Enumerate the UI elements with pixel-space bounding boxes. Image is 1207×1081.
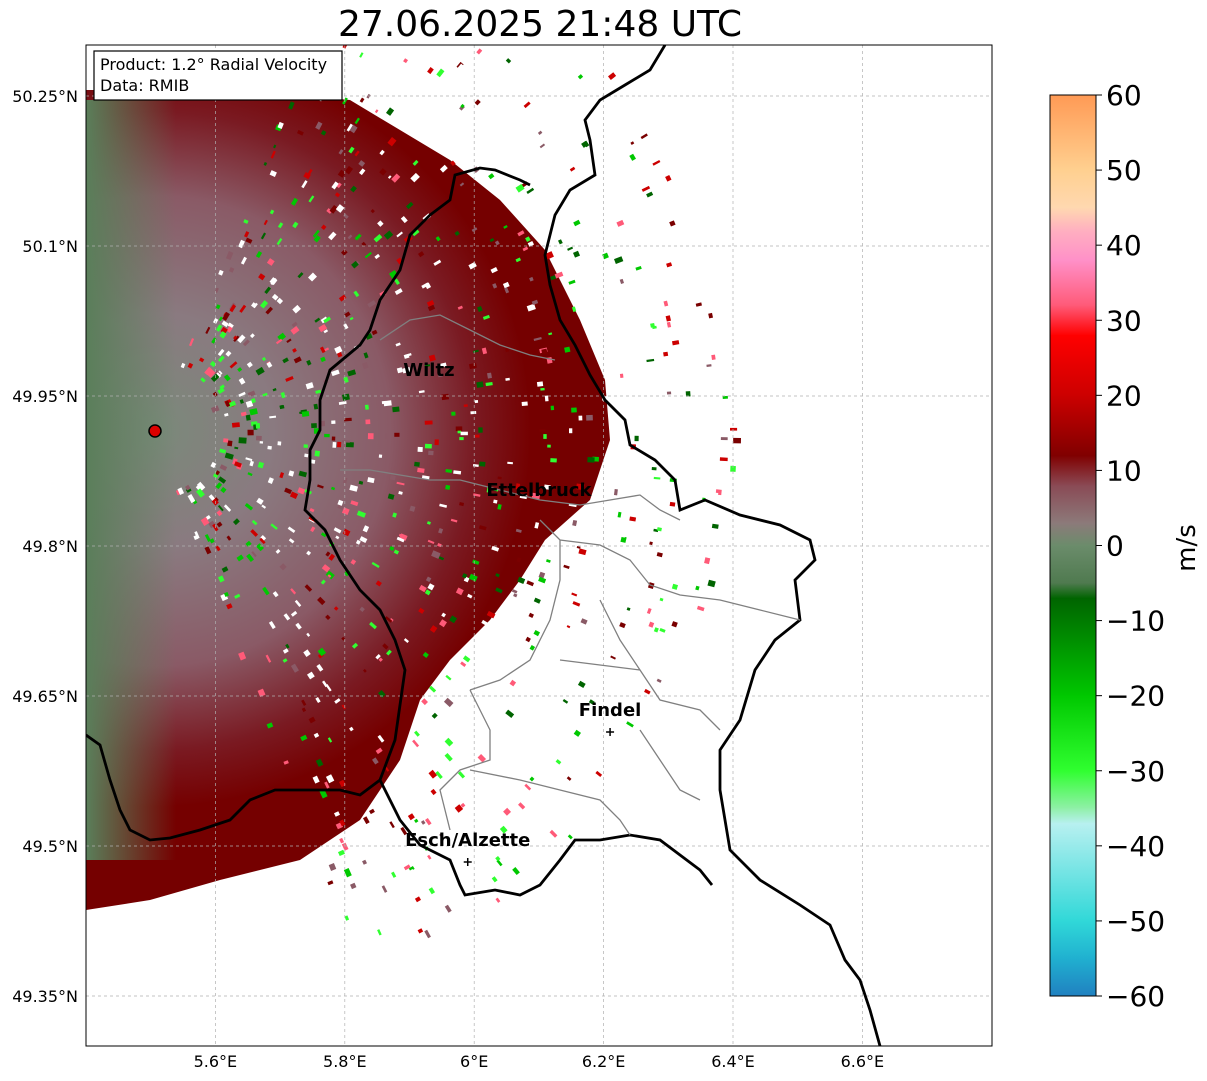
- country-border: [378, 779, 714, 897]
- x-tick-label: 5.6°E: [194, 1052, 238, 1071]
- colorbar-segment: [1050, 522, 1096, 546]
- colorbar-unit-label: m/s: [1172, 524, 1202, 572]
- radar-site-marker: [148, 424, 162, 438]
- colorbar-segment: [1050, 485, 1096, 524]
- colorbar-segment: [1050, 260, 1096, 306]
- colorbar-segment: [1050, 95, 1096, 171]
- colorbar-segment: [1050, 583, 1096, 599]
- map-frame: [85, 44, 993, 1047]
- info-box: Product: 1.2° Radial Velocity Data: RMIB: [93, 50, 343, 101]
- x-tick-label: 5.8°E: [323, 1052, 367, 1071]
- colorbar-segment: [1050, 395, 1096, 456]
- colorbar-tick-label: −60: [1106, 980, 1165, 1013]
- colorbar-tick-label: 60: [1106, 79, 1142, 112]
- y-tick-label: 49.8°N: [22, 537, 78, 556]
- colorbar-segment: [1050, 170, 1096, 209]
- colorbar-segment: [1050, 958, 1096, 997]
- city-findel: Findel: [579, 700, 642, 736]
- y-tick-label: 50.1°N: [22, 237, 78, 256]
- colorbar-segment: [1050, 808, 1096, 824]
- y-tick-label: 50.25°N: [12, 87, 78, 106]
- colorbar-tick-label: −50: [1106, 905, 1165, 938]
- country-border: [86, 166, 531, 842]
- x-tick-label: 6.4°E: [711, 1052, 755, 1071]
- colorbar-segment: [1050, 920, 1096, 959]
- colorbar-segment: [1050, 207, 1096, 231]
- colorbar-tick-label: 50: [1106, 154, 1142, 187]
- near-radar-green-zone: [86, 100, 176, 860]
- colorbar-segment: [1050, 598, 1096, 697]
- x-tick-label: 6.6°E: [841, 1052, 885, 1071]
- x-tick-label: 6°E: [460, 1052, 488, 1071]
- colorbar-segment: [1050, 770, 1096, 809]
- x-tick-label: 6.2°E: [582, 1052, 626, 1071]
- colorbar-segment: [1050, 455, 1096, 486]
- colorbar-tick-label: 0: [1106, 530, 1124, 563]
- y-tick-label: 49.35°N: [12, 987, 78, 1006]
- colorbar-segment: [1050, 823, 1096, 922]
- colorbar-segment: [1050, 695, 1096, 772]
- y-tick-label: 49.95°N: [12, 387, 78, 406]
- longitude-ticks: 5.6°E 5.8°E 6°E 6.2°E 6.4°E 6.6°E: [194, 1052, 885, 1071]
- radar-echo-field: [86, 90, 610, 910]
- colorbar-segment: [1050, 230, 1096, 261]
- city-label: Wiltz: [403, 360, 454, 381]
- colorbar-segment: [1050, 545, 1096, 584]
- city-esch-alzette: Esch/Alzette: [405, 830, 530, 866]
- colorbar-tick-label: −30: [1106, 755, 1165, 788]
- colorbar-tick-label: −40: [1106, 830, 1165, 863]
- city-label: Ettelbruck: [486, 480, 592, 501]
- colorbar-segment: [1050, 305, 1096, 336]
- city-label: Findel: [579, 700, 642, 721]
- city-wiltz: Wiltz: [403, 360, 454, 381]
- y-tick-label: 49.5°N: [22, 837, 78, 856]
- colorbar-tick-label: 20: [1106, 379, 1142, 412]
- latitude-ticks: 50.25°N 50.1°N 49.95°N 49.8°N 49.65°N 49.5°N 4…: [12, 87, 78, 1006]
- city-ettelbruck: Ettelbruck: [486, 480, 592, 501]
- product-label: Product: 1.2° Radial Velocity: [100, 55, 327, 74]
- canton-border: [340, 314, 801, 836]
- data-source-label: Data: RMIB: [100, 76, 189, 95]
- country-border: [543, 45, 882, 1046]
- colorbar-tick-label: 10: [1106, 454, 1142, 487]
- map-plot-area[interactable]: Wiltz Ettelbruck Findel Esch/Alzette: [86, 40, 992, 1046]
- y-tick-label: 49.65°N: [12, 687, 78, 706]
- colorbar-segment: [1050, 335, 1096, 396]
- colorbar-tick-label: −20: [1106, 680, 1165, 713]
- colorbar-tick-label: 40: [1106, 229, 1142, 262]
- colorbar-tick-label: 30: [1106, 304, 1142, 337]
- colorbar: 60 50 40 30 20 10 0 −10 −20 −30 −40 −50 −60 m/s: [1049, 79, 1202, 1013]
- city-label: Esch/Alzette: [405, 830, 530, 851]
- colorbar-tick-label: −10: [1106, 605, 1165, 638]
- map-title: 27.06.2025 21:48 UTC: [337, 4, 743, 45]
